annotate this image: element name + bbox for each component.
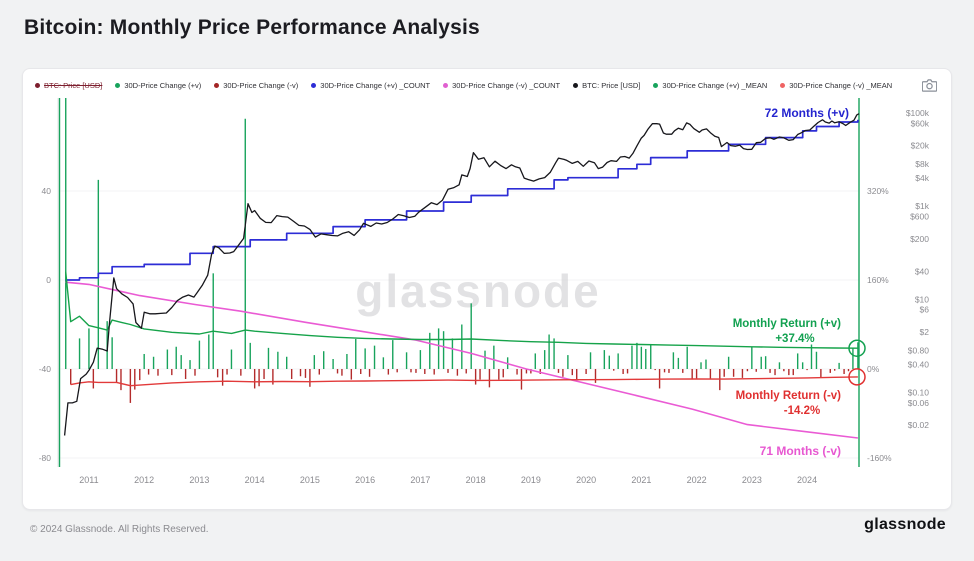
svg-text:0: 0 — [46, 275, 51, 285]
legend-item-label: 30D-Price Change (-v) _COUNT — [452, 80, 561, 90]
camera-icon — [921, 78, 938, 92]
svg-text:$600: $600 — [910, 212, 929, 222]
legend-item-change-neg-count[interactable]: 30D-Price Change (-v) _COUNT — [443, 81, 560, 90]
legend-item-change-neg-mean[interactable]: 30D-Price Change (-v) _MEAN — [780, 81, 892, 90]
legend-item-btc-price-disabled[interactable]: BTC: Price [USD] — [35, 81, 102, 90]
chart-card: BTC: Price [USD] 30D-Price Change (+v) 3… — [22, 68, 952, 510]
legend-color-dot — [653, 82, 659, 88]
svg-text:0%: 0% — [867, 364, 880, 374]
svg-text:$100k: $100k — [906, 108, 930, 118]
svg-text:2022: 2022 — [687, 475, 707, 485]
svg-text:2021: 2021 — [631, 475, 651, 485]
legend-item-change-neg[interactable]: 30D-Price Change (-v) — [214, 81, 298, 90]
svg-text:2024: 2024 — [797, 475, 817, 485]
svg-text:2017: 2017 — [410, 475, 430, 485]
svg-text:Monthly Return (-v): Monthly Return (-v) — [736, 390, 842, 402]
svg-text:2012: 2012 — [134, 475, 154, 485]
legend-item-btc-price[interactable]: BTC: Price [USD] — [573, 81, 640, 90]
legend-item-label: 30D-Price Change (+v) _COUNT — [320, 80, 431, 90]
camera-button[interactable] — [920, 78, 939, 92]
legend-item-label: 30D-Price Change (+v) — [124, 80, 202, 90]
svg-text:-40: -40 — [39, 364, 52, 374]
svg-text:$40: $40 — [915, 266, 929, 276]
copyright-text: © 2024 Glassnode. All Rights Reserved. — [30, 524, 209, 535]
legend-item-change-pos-mean[interactable]: 30D-Price Change (+v) _MEAN — [653, 81, 767, 90]
legend-item-label: 30D-Price Change (+v) _MEAN — [662, 80, 768, 90]
svg-text:glassnode: glassnode — [355, 265, 601, 317]
svg-text:+37.4%: +37.4% — [775, 333, 814, 345]
svg-text:$4k: $4k — [915, 173, 929, 183]
svg-text:$0.40: $0.40 — [908, 360, 930, 370]
legend-color-dot — [573, 82, 579, 88]
svg-text:-14.2%: -14.2% — [784, 405, 820, 417]
legend-color-dot — [35, 82, 40, 88]
svg-text:72 Months (+v): 72 Months (+v) — [765, 106, 849, 120]
svg-text:160%: 160% — [867, 275, 889, 285]
svg-text:71 Months (-v): 71 Months (-v) — [760, 444, 841, 458]
legend-color-dot — [214, 82, 220, 88]
svg-text:2015: 2015 — [300, 475, 320, 485]
svg-text:-80: -80 — [39, 453, 52, 463]
svg-text:2014: 2014 — [245, 475, 265, 485]
svg-text:2016: 2016 — [355, 475, 375, 485]
svg-text:40: 40 — [42, 186, 52, 196]
svg-text:$20k: $20k — [911, 141, 930, 151]
svg-text:2013: 2013 — [189, 475, 209, 485]
svg-text:2023: 2023 — [742, 475, 762, 485]
svg-text:$8k: $8k — [915, 159, 929, 169]
legend-item-label: BTC: Price [USD] — [582, 80, 641, 90]
legend-item-change-pos-count[interactable]: 30D-Price Change (+v) _COUNT — [311, 81, 430, 90]
legend-color-dot — [115, 82, 121, 88]
svg-text:2019: 2019 — [521, 475, 541, 485]
svg-text:$2: $2 — [920, 327, 930, 337]
svg-text:320%: 320% — [867, 186, 889, 196]
chart-legend: BTC: Price [USD] 30D-Price Change (+v) 3… — [23, 69, 951, 93]
svg-text:Monthly Return (+v): Monthly Return (+v) — [733, 318, 841, 330]
legend-color-dot — [443, 82, 449, 88]
svg-text:$60k: $60k — [911, 118, 930, 128]
svg-text:2018: 2018 — [466, 475, 486, 485]
svg-text:$1k: $1k — [915, 201, 929, 211]
svg-text:2011: 2011 — [79, 475, 98, 485]
legend-item-change-pos[interactable]: 30D-Price Change (+v) — [115, 81, 201, 90]
svg-text:$0.06: $0.06 — [908, 398, 930, 408]
svg-text:$0.10: $0.10 — [908, 388, 930, 398]
legend-color-dot — [311, 82, 317, 88]
legend-item-label: BTC: Price [USD] — [44, 80, 103, 90]
chart-area[interactable]: glassnode 40 0 -40 -80 320% 160% 0% -160% $100k $6… — [23, 95, 953, 505]
svg-text:$10: $10 — [915, 294, 929, 304]
glassnode-wordmark: glassnode — [864, 516, 946, 533]
svg-text:$200: $200 — [910, 234, 929, 244]
legend-color-dot — [780, 82, 786, 88]
svg-text:$0.80: $0.80 — [908, 346, 930, 356]
svg-text:2020: 2020 — [576, 475, 596, 485]
svg-text:$6: $6 — [920, 305, 930, 315]
legend-item-label: 30D-Price Change (-v) — [223, 80, 299, 90]
page-title: Bitcoin: Monthly Price Performance Analy… — [24, 16, 480, 39]
price-performance-chart[interactable]: glassnode400-40-80320%160%0%-160%$100k$6… — [23, 95, 953, 499]
svg-text:-160%: -160% — [867, 453, 892, 463]
svg-text:$0.02: $0.02 — [908, 420, 930, 430]
legend-item-label: 30D-Price Change (-v) _MEAN — [789, 80, 893, 90]
